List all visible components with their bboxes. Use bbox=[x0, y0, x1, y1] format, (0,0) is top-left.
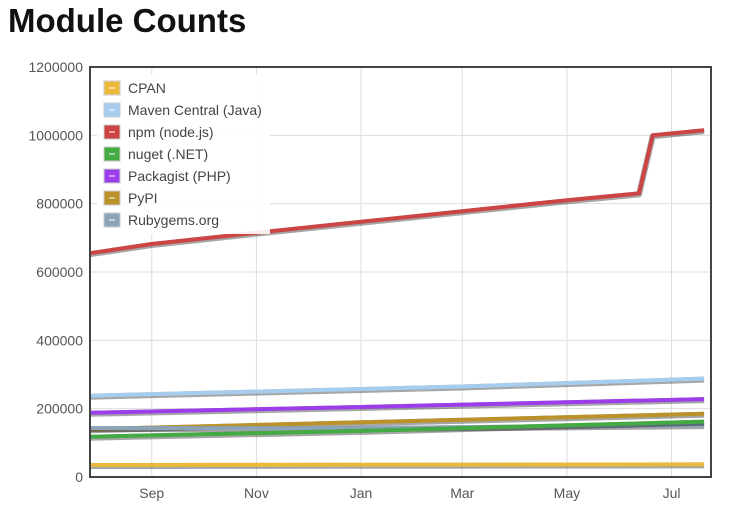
x-tick-label: Sep bbox=[139, 485, 164, 501]
legend-label: npm (node.js) bbox=[128, 124, 214, 140]
legend-label: Maven Central (Java) bbox=[128, 102, 262, 118]
legend-label: nuget (.NET) bbox=[128, 146, 208, 162]
series-line-packagist-php bbox=[89, 397, 705, 415]
x-tick-label: Jan bbox=[350, 485, 373, 501]
legend-label: PyPI bbox=[128, 190, 158, 206]
y-tick-label: 800000 bbox=[36, 196, 83, 212]
x-tick-label: May bbox=[554, 485, 580, 501]
legend-label: Rubygems.org bbox=[128, 212, 219, 228]
series-line-nuget-net bbox=[89, 419, 705, 439]
y-tick-label: 0 bbox=[75, 469, 83, 485]
y-tick-label: 1000000 bbox=[28, 127, 83, 143]
y-tick-label: 400000 bbox=[36, 332, 83, 348]
plot-frame bbox=[89, 66, 712, 478]
x-tick-label: Mar bbox=[450, 485, 474, 501]
legend: CPAN Maven Central (Java) npm (node.js) nug… bbox=[97, 74, 270, 234]
y-tick-label: 1200000 bbox=[28, 59, 83, 75]
y-tick-label: 200000 bbox=[36, 401, 83, 417]
series-line-maven-central-java bbox=[89, 376, 705, 398]
y-tick-label: 600000 bbox=[36, 264, 83, 280]
x-tick-label: Jul bbox=[663, 485, 681, 501]
legend-label: Packagist (PHP) bbox=[128, 168, 231, 184]
series-line-npm-node-js bbox=[89, 128, 705, 256]
legend-box bbox=[97, 74, 270, 234]
series-line-cpan bbox=[89, 462, 705, 467]
chart-title: Module Counts bbox=[8, 2, 247, 39]
x-tick-label: Nov bbox=[244, 485, 269, 501]
legend-label: CPAN bbox=[128, 80, 166, 96]
